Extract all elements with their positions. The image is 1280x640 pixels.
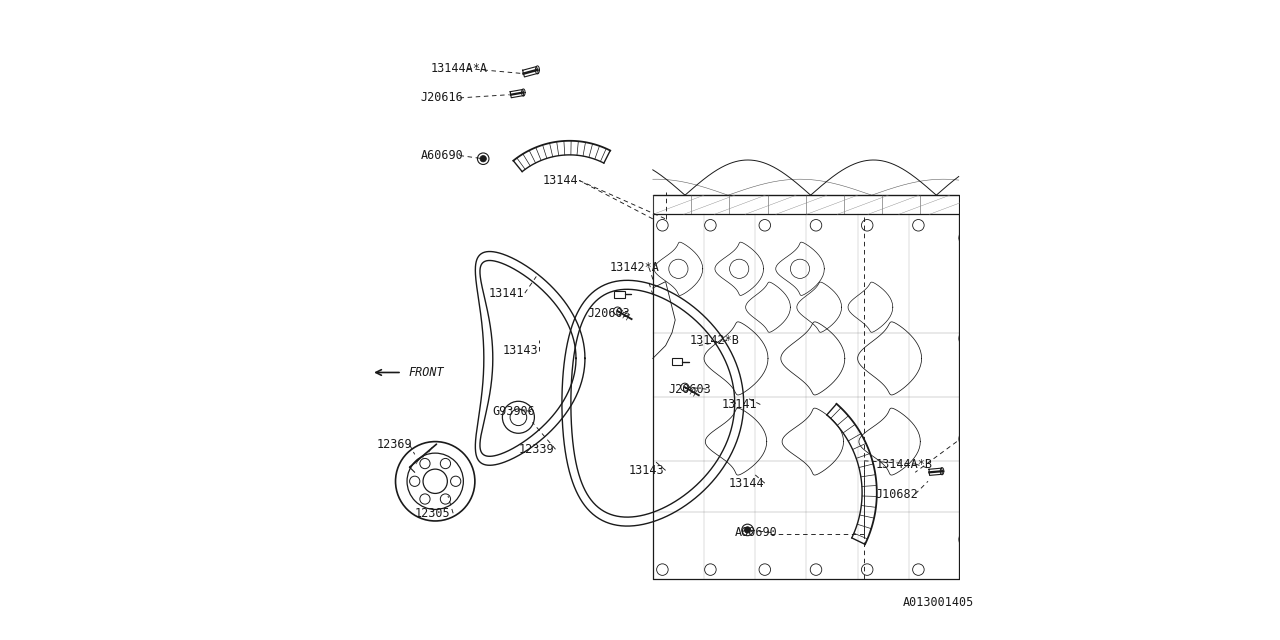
Text: J10682: J10682 bbox=[876, 488, 918, 500]
Text: A60690: A60690 bbox=[420, 149, 463, 162]
Bar bbox=[672, 358, 682, 365]
Text: 12339: 12339 bbox=[518, 443, 554, 456]
Text: J20603: J20603 bbox=[588, 307, 630, 320]
Text: 13143: 13143 bbox=[628, 464, 664, 477]
Text: 13144: 13144 bbox=[728, 477, 764, 490]
Text: J20616: J20616 bbox=[420, 92, 463, 104]
Text: 13144: 13144 bbox=[543, 174, 579, 187]
Text: 13144A*B: 13144A*B bbox=[876, 458, 933, 470]
Text: A013001405: A013001405 bbox=[902, 596, 974, 609]
Text: J20603: J20603 bbox=[668, 383, 712, 396]
Text: 12369: 12369 bbox=[376, 438, 412, 451]
Text: G93906: G93906 bbox=[493, 405, 535, 418]
Text: 12305: 12305 bbox=[415, 507, 451, 520]
Text: FRONT: FRONT bbox=[408, 366, 444, 379]
Text: 13143: 13143 bbox=[502, 344, 538, 357]
Text: 13141: 13141 bbox=[489, 287, 524, 300]
Circle shape bbox=[745, 527, 751, 533]
Circle shape bbox=[480, 156, 486, 162]
Text: A60690: A60690 bbox=[735, 526, 777, 539]
Text: 13141: 13141 bbox=[722, 398, 758, 411]
Text: 13142*A: 13142*A bbox=[609, 261, 659, 274]
Text: 13144A*A: 13144A*A bbox=[430, 62, 488, 75]
Bar bbox=[614, 291, 625, 298]
Text: 13142*B: 13142*B bbox=[690, 334, 740, 347]
